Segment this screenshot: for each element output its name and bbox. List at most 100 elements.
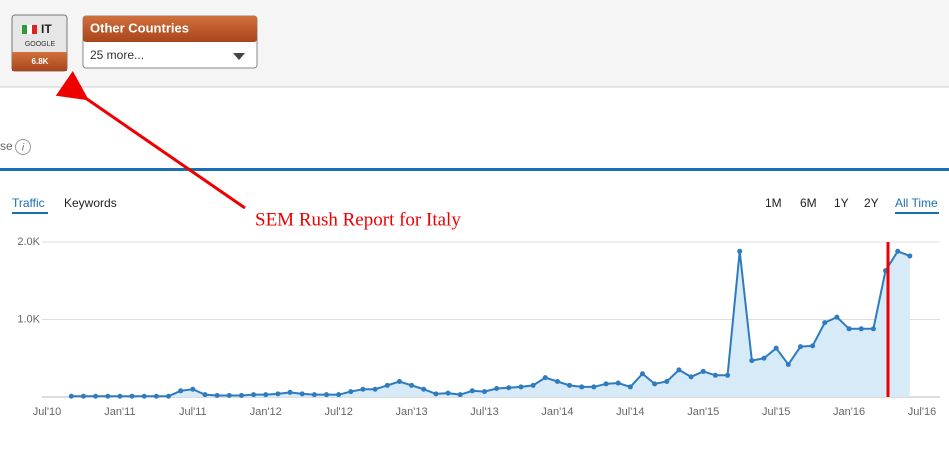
point [834, 314, 840, 320]
point [263, 392, 269, 398]
point [141, 393, 147, 399]
point [761, 355, 767, 361]
point [336, 392, 342, 398]
point [615, 380, 621, 386]
point [785, 361, 791, 367]
point [80, 393, 86, 399]
point [652, 381, 658, 387]
point [348, 389, 354, 395]
point [117, 393, 123, 399]
point [166, 393, 172, 399]
point [603, 381, 609, 387]
point [725, 372, 731, 378]
point [68, 393, 74, 399]
info-text: i [22, 143, 25, 154]
point [494, 385, 500, 391]
x-tick-label: Jan'15 [687, 406, 719, 418]
x-tick-label: Jan'12 [250, 406, 282, 418]
point [360, 386, 366, 392]
x-tick-label: Jan'14 [541, 406, 573, 418]
point [627, 384, 633, 390]
range-button[interactable]: 6M [800, 196, 817, 210]
point [421, 386, 427, 392]
y-tick-label: 2.0K [17, 236, 40, 248]
point [324, 392, 330, 398]
point [226, 392, 232, 398]
x-tick-label: Jul'16 [908, 406, 936, 418]
other-select: 25 more... [90, 48, 144, 62]
other-title: Other Countries [90, 20, 189, 35]
point [433, 391, 439, 397]
point [530, 382, 536, 388]
range-button[interactable]: 2Y [864, 196, 879, 210]
tab-underline [12, 212, 48, 214]
x-tick-label: Jan'11 [104, 406, 135, 418]
range-underline [895, 212, 939, 214]
point [591, 384, 597, 390]
y-tick-label: 1.0K [17, 313, 40, 325]
point [773, 345, 779, 351]
point [153, 393, 159, 399]
point [178, 388, 184, 394]
tab[interactable]: Keywords [64, 196, 117, 210]
range-button[interactable]: 1M [765, 196, 782, 210]
point [749, 358, 755, 364]
x-tick-label: Jan'16 [833, 406, 865, 418]
point [372, 386, 378, 392]
point [190, 386, 196, 392]
point [846, 326, 852, 332]
point [469, 388, 475, 394]
point [712, 372, 718, 378]
section-label: se [0, 139, 13, 153]
range-button[interactable]: 1Y [834, 196, 849, 210]
traffic: 6.8K [32, 57, 49, 66]
point [105, 393, 111, 399]
country-button[interactable]: IT GOOGLE 6.8K [11, 14, 68, 72]
engine: GOOGLE [25, 41, 56, 48]
point [506, 385, 512, 391]
point [251, 392, 257, 398]
x-tick-label: Jul'14 [616, 406, 644, 418]
point [129, 393, 135, 399]
range-button[interactable]: All Time [895, 196, 938, 210]
point [396, 379, 402, 384]
point [275, 391, 281, 397]
point [797, 344, 803, 350]
point [299, 391, 305, 397]
point [384, 382, 390, 388]
point [518, 384, 524, 390]
point [238, 392, 244, 398]
annotation: SEM Rush Report for Italy [255, 209, 461, 230]
x-tick-label: Jul'10 [33, 406, 61, 418]
point [858, 326, 864, 332]
tab[interactable]: Traffic [12, 196, 45, 210]
point [554, 379, 560, 384]
x-tick-label: Jul'13 [470, 406, 498, 418]
point [567, 382, 573, 388]
point [870, 326, 876, 332]
point [895, 248, 901, 254]
divider [0, 168, 949, 171]
point [700, 368, 706, 374]
info-icon[interactable] [15, 139, 31, 155]
point [639, 371, 645, 377]
x-tick-label: Jul'12 [324, 406, 352, 418]
other-countries[interactable]: Other Countries 25 more... [82, 15, 258, 69]
point [737, 248, 743, 254]
x-tick-label: Jan'13 [396, 406, 428, 418]
point [287, 389, 293, 395]
line [71, 250, 911, 398]
point [664, 379, 670, 384]
point [810, 343, 816, 349]
point [93, 393, 99, 399]
x-tick-label: Jul'15 [762, 406, 790, 418]
point [822, 320, 828, 326]
country-code: IT [41, 22, 52, 36]
point [409, 382, 415, 388]
point [311, 392, 317, 398]
point [907, 253, 913, 259]
arrow [55, 71, 246, 210]
point [688, 374, 694, 380]
point [579, 384, 585, 390]
